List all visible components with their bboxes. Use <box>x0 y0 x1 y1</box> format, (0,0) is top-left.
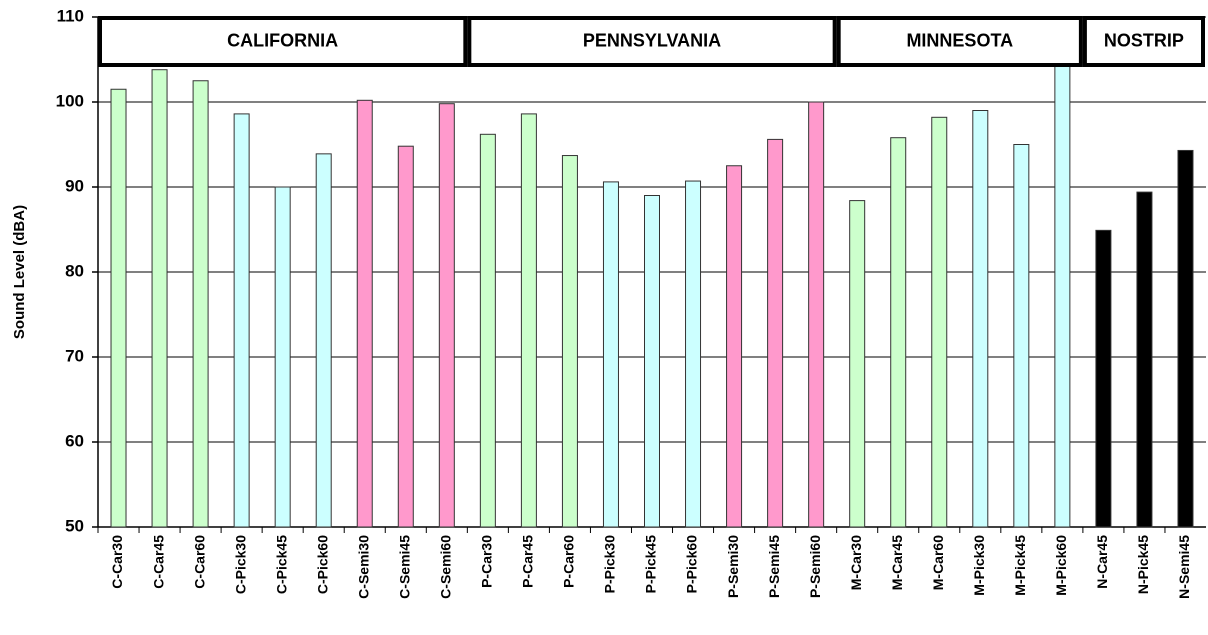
x-tick-label: C-Semi45 <box>396 535 412 599</box>
y-tick-label: 80 <box>65 261 84 280</box>
group-label: CALIFORNIA <box>227 30 338 50</box>
group-label: PENNSYLVANIA <box>583 30 721 50</box>
bar <box>808 101 825 528</box>
x-tick-label: P-Car45 <box>520 535 536 588</box>
bar <box>644 195 660 528</box>
bar <box>1095 229 1112 528</box>
x-tick-label: C-Pick60 <box>314 535 330 594</box>
bar <box>685 180 702 528</box>
bar <box>315 153 332 528</box>
x-tick-label: P-Car30 <box>479 535 495 588</box>
bar <box>233 113 250 528</box>
x-tick-label: C-Car30 <box>109 535 125 589</box>
x-tick-label: P-Pick60 <box>684 535 700 594</box>
bar <box>767 138 784 528</box>
x-tick-label: P-Semi45 <box>766 535 782 598</box>
x-tick-label: C-Semi30 <box>355 535 371 599</box>
x-tick-label: P-Pick45 <box>643 535 659 594</box>
x-tick-label: C-Car45 <box>150 535 166 589</box>
y-tick-label: 60 <box>65 431 84 450</box>
bar <box>1054 60 1071 528</box>
x-tick-label: M-Car45 <box>889 535 905 590</box>
y-tick-label: 100 <box>56 91 84 110</box>
x-tick-label: P-Pick30 <box>602 535 618 594</box>
group-label: MINNESOTA <box>906 30 1013 50</box>
bar <box>520 113 537 528</box>
x-tick-label: P-Semi30 <box>725 535 741 598</box>
group-box <box>836 16 1083 67</box>
x-tick-label: M-Pick30 <box>971 535 987 596</box>
group-box <box>467 16 837 67</box>
bar <box>356 99 373 528</box>
bar <box>726 165 743 528</box>
y-tick-label: 90 <box>65 176 84 195</box>
bar <box>397 145 414 528</box>
bar <box>1177 149 1194 528</box>
group-label: NOSTRIP <box>1104 30 1184 50</box>
y-tick-label: 50 <box>65 516 84 535</box>
bar <box>561 155 578 528</box>
bar <box>931 116 948 528</box>
bar <box>110 88 127 528</box>
x-tick-label: P-Semi60 <box>807 535 823 598</box>
x-tick-label: P-Car60 <box>561 535 577 588</box>
bar <box>972 110 989 528</box>
group-box <box>98 16 468 67</box>
x-tick-label: C-Car60 <box>191 535 207 589</box>
x-tick-label: N-Pick45 <box>1135 535 1151 594</box>
bar <box>151 69 168 528</box>
bar <box>438 103 455 528</box>
y-tick-label: 110 <box>57 6 84 25</box>
group-box <box>1082 16 1206 67</box>
bar <box>192 80 209 528</box>
x-tick-label: M-Car60 <box>930 535 946 590</box>
x-tick-label: C-Semi60 <box>438 535 454 599</box>
x-tick-label: N-Car45 <box>1094 535 1110 589</box>
bar <box>274 186 291 528</box>
x-tick-label: M-Car30 <box>848 535 864 590</box>
y-tick-label: 70 <box>65 346 84 365</box>
bar <box>1013 144 1030 528</box>
x-tick-label: M-Pick60 <box>1053 535 1069 596</box>
bar <box>602 181 619 528</box>
x-tick-label: C-Pick45 <box>273 535 289 594</box>
x-tick-label: M-Pick45 <box>1012 535 1028 596</box>
bar <box>890 137 907 528</box>
x-tick-label: C-Pick30 <box>232 535 248 594</box>
x-tick-label: N-Semi45 <box>1176 535 1192 599</box>
bar <box>849 200 866 528</box>
y-axis-label: Sound Level (dBA) <box>11 205 28 339</box>
bar <box>479 133 496 528</box>
bar <box>1136 191 1153 528</box>
